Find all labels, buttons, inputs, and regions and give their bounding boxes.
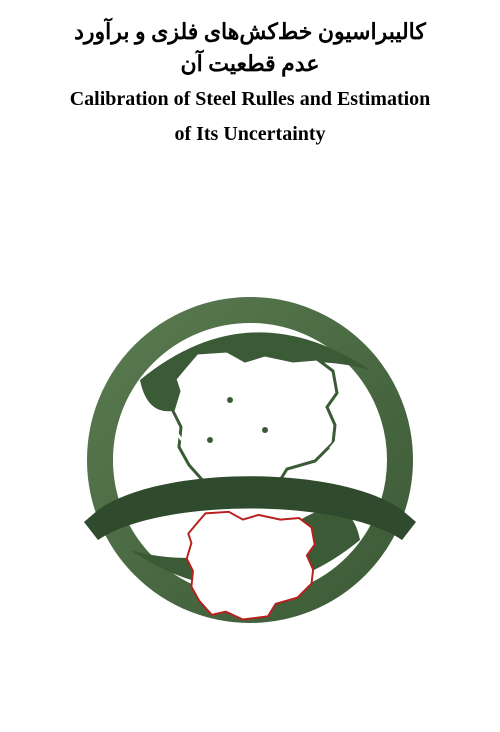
- title-block: کالیبراسیون خط‌کش‌های فلزی و برآورد عدم …: [0, 16, 500, 150]
- title-english-line1: Calibration of Steel Rulles and Estimati…: [0, 84, 500, 115]
- title-persian-line2: عدم قطعیت آن: [0, 48, 500, 80]
- document-page: کالیبراسیون خط‌کش‌های فلزی و برآورد عدم …: [0, 0, 500, 732]
- standards-logo: استاندارد دفاعی ایران: [80, 290, 420, 630]
- standards-logo-svg: استاندارد دفاعی ایران: [80, 290, 420, 630]
- title-english-line2: of Its Uncertainty: [0, 119, 500, 150]
- title-persian-line1: کالیبراسیون خط‌کش‌های فلزی و برآورد: [0, 16, 500, 48]
